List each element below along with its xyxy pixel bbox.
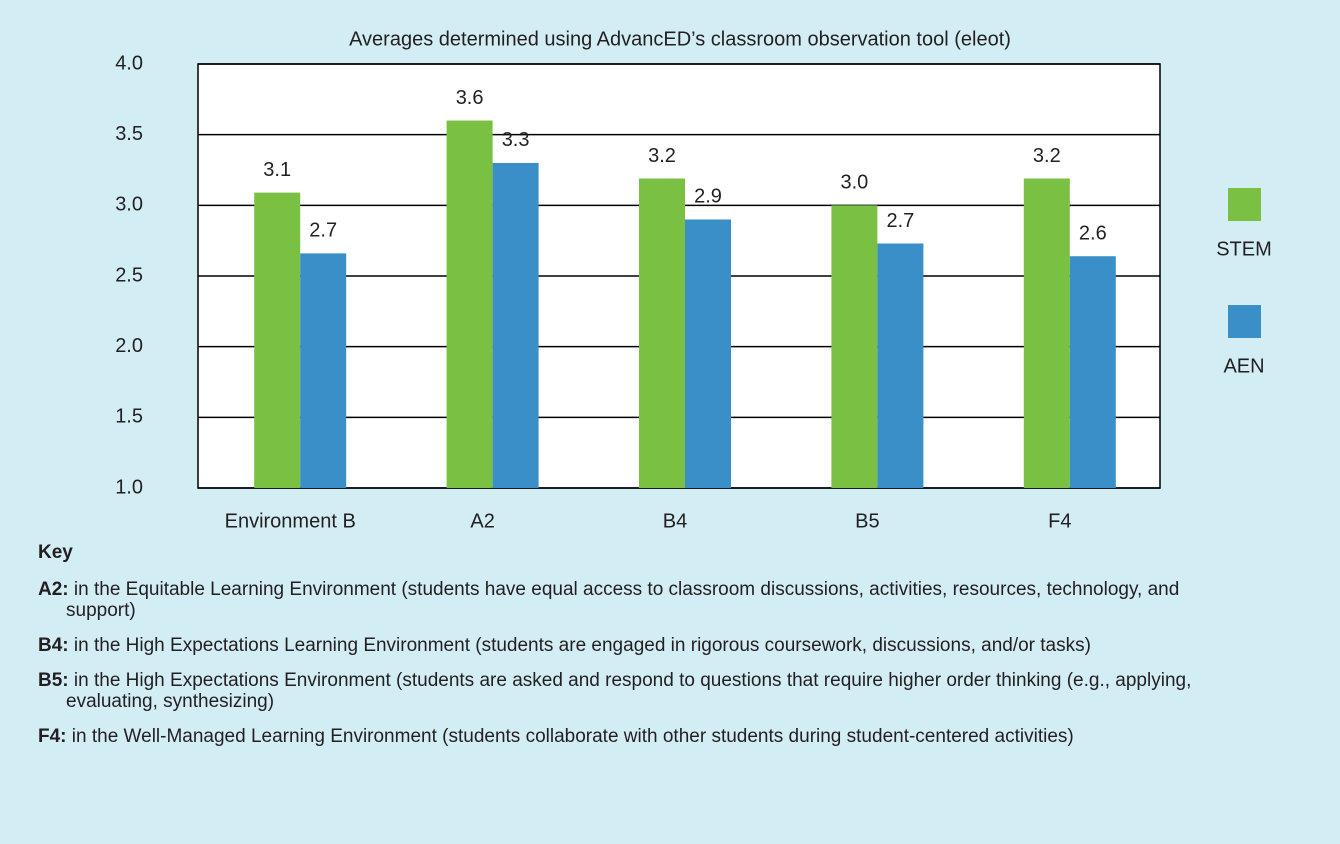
data-label: 2.7 [886, 210, 914, 232]
key-text: in the Well-Managed Learning Environment… [71, 726, 1074, 747]
key-item: B5: in the High Expectations Environment… [38, 670, 1203, 712]
y-tick-label: 2.0 [115, 335, 143, 357]
key-item: F4: in the Well-Managed Learning Environ… [38, 726, 1203, 747]
key-item: B4: in the High Expectations Learning En… [38, 635, 1203, 656]
bar [254, 192, 301, 488]
key: Key A2: in the Equitable Learning Enviro… [38, 542, 1203, 761]
data-label: 3.1 [263, 159, 291, 181]
y-tick-label: 1.0 [115, 476, 143, 498]
y-tick-label: 2.5 [115, 264, 143, 286]
bar [1023, 178, 1070, 489]
y-tick-label: 1.5 [115, 406, 143, 428]
data-label: 3.2 [1033, 145, 1061, 167]
y-tick-label: 4.0 [115, 52, 143, 74]
key-term: A2: [38, 579, 69, 600]
bar [300, 253, 347, 488]
bar [492, 162, 539, 488]
bar [877, 243, 924, 488]
data-label: 2.7 [309, 220, 337, 242]
key-text: in the High Expectations Environment (st… [66, 670, 1192, 712]
data-label: 2.9 [694, 186, 722, 208]
legend-swatch [1228, 188, 1261, 221]
legend-label: AEN [1223, 355, 1264, 377]
bar [639, 178, 685, 489]
chart-title: Averages determined using AdvancED’s cla… [349, 28, 1011, 50]
key-term: B4: [38, 635, 69, 656]
data-label: 3.2 [648, 145, 676, 167]
key-text: in the High Expectations Learning Enviro… [73, 635, 1091, 656]
y-tick-label: 3.5 [115, 123, 143, 145]
x-tick-label: A2 [470, 510, 494, 532]
bar [685, 219, 731, 488]
bar [446, 120, 493, 489]
y-tick-label: 3.0 [115, 194, 143, 216]
data-label: 3.3 [502, 129, 530, 151]
legend-swatch [1228, 305, 1261, 338]
key-term: B5: [38, 670, 69, 691]
x-tick-label: F4 [1048, 510, 1071, 532]
bar [1069, 256, 1116, 488]
legend-label: STEM [1216, 238, 1272, 260]
data-label: 3.6 [456, 87, 484, 109]
x-tick-label: B4 [663, 510, 687, 532]
key-item: A2: in the Equitable Learning Environmen… [38, 579, 1203, 621]
chart: Averages determined using AdvancED’s cla… [115, 28, 1272, 532]
key-title: Key [38, 542, 73, 563]
data-label: 2.6 [1079, 222, 1107, 244]
data-label: 3.0 [840, 172, 868, 194]
x-tick-label: B5 [855, 510, 879, 532]
key-term: F4: [38, 726, 67, 747]
x-tick-label: Environment B [225, 510, 356, 532]
bar [831, 205, 878, 489]
key-text: in the Equitable Learning Environment (s… [66, 579, 1180, 621]
